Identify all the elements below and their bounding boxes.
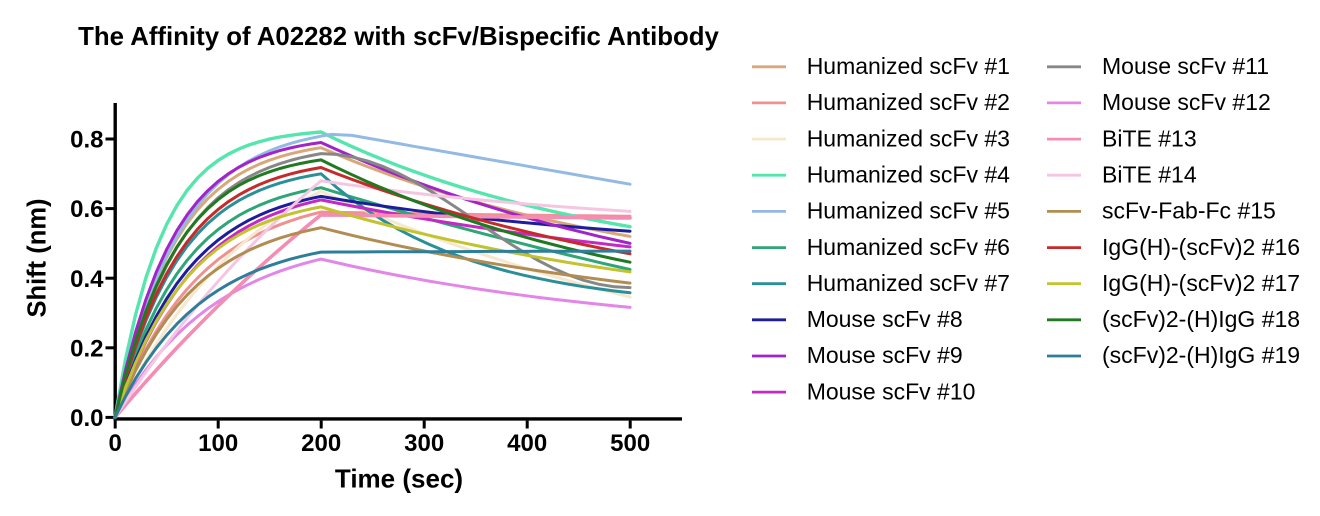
svg-text:0.0: 0.0 (70, 405, 103, 432)
svg-text:IgG(H)-(scFv)2 #16: IgG(H)-(scFv)2 #16 (1102, 234, 1300, 260)
svg-text:Humanized scFv #7: Humanized scFv #7 (807, 270, 1010, 296)
svg-text:(scFv)2-(H)IgG #18: (scFv)2-(H)IgG #18 (1102, 306, 1300, 332)
svg-text:Mouse scFv #12: Mouse scFv #12 (1102, 89, 1271, 115)
svg-text:400: 400 (507, 430, 547, 457)
svg-text:Mouse scFv #10: Mouse scFv #10 (807, 378, 976, 404)
svg-text:IgG(H)-(scFv)2 #17: IgG(H)-(scFv)2 #17 (1102, 270, 1300, 296)
svg-text:BiTE #14: BiTE #14 (1102, 161, 1197, 187)
svg-text:300: 300 (404, 430, 444, 457)
svg-text:(scFv)2-(H)IgG #19: (scFv)2-(H)IgG #19 (1102, 342, 1300, 368)
svg-text:0.2: 0.2 (70, 335, 103, 362)
svg-text:Humanized scFv #3: Humanized scFv #3 (807, 125, 1010, 151)
svg-text:Mouse scFv #9: Mouse scFv #9 (807, 342, 963, 368)
svg-text:Time (sec): Time (sec) (335, 464, 463, 494)
svg-text:0.4: 0.4 (70, 266, 104, 293)
svg-text:0.6: 0.6 (70, 196, 103, 223)
svg-text:Humanized scFv #2: Humanized scFv #2 (807, 89, 1010, 115)
svg-text:200: 200 (301, 430, 341, 457)
svg-text:Shift (nm): Shift (nm) (24, 199, 52, 318)
svg-text:0.8: 0.8 (70, 127, 103, 154)
svg-text:0: 0 (109, 430, 122, 457)
svg-text:Humanized scFv #5: Humanized scFv #5 (807, 198, 1010, 224)
svg-text:BiTE #13: BiTE #13 (1102, 125, 1197, 151)
svg-text:500: 500 (610, 430, 650, 457)
svg-text:Humanized scFv #6: Humanized scFv #6 (807, 234, 1010, 260)
svg-text:Humanized scFv #1: Humanized scFv #1 (807, 53, 1010, 79)
svg-text:Mouse scFv #8: Mouse scFv #8 (807, 306, 963, 332)
svg-text:The Affinity of A02282 with sc: The Affinity of A02282 with scFv/Bispeci… (78, 23, 719, 51)
svg-text:100: 100 (198, 430, 238, 457)
svg-text:Mouse scFv #11: Mouse scFv #11 (1102, 53, 1269, 79)
svg-text:Humanized scFv #4: Humanized scFv #4 (807, 161, 1010, 187)
svg-text:scFv-Fab-Fc #15: scFv-Fab-Fc #15 (1102, 198, 1276, 224)
